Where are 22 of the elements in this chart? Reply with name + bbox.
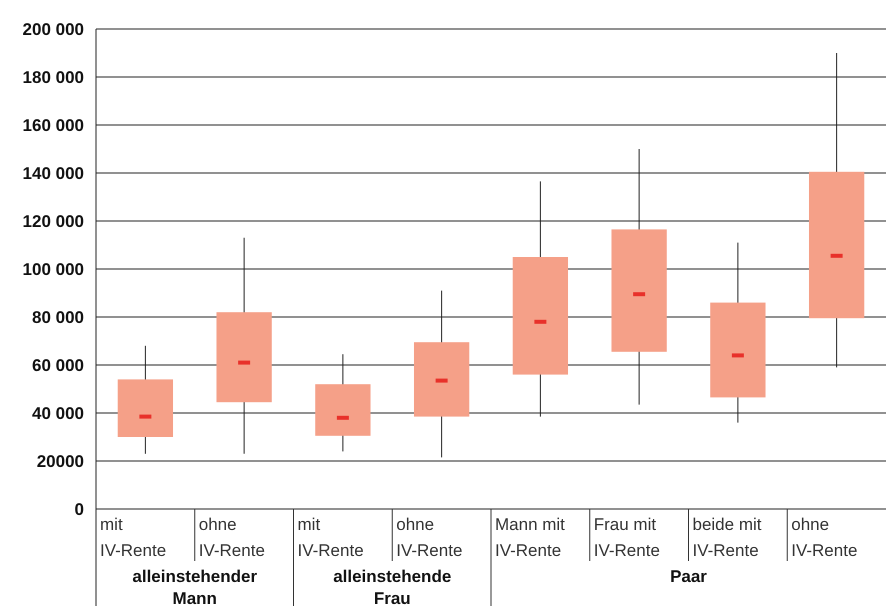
y-tick-label: 80 000 (32, 308, 84, 327)
y-tick-label: 160 000 (22, 116, 84, 135)
x-tick-label: ohne IV-Rente (198, 515, 265, 560)
text: alleinstehender Mann (132, 567, 258, 606)
x-tick-label: ohne IV-Rente (396, 515, 462, 560)
y-tick-label: 120 000 (22, 212, 84, 231)
x-tick-label: mit IV-Rente (100, 515, 166, 560)
x-tick-label: beide mit IV-Rente (692, 515, 762, 560)
y-tick-label: 40 000 (32, 404, 84, 423)
y-tick-label: 140 000 (22, 164, 84, 183)
y-tick-label: 200 000 (22, 20, 84, 39)
x-tick-label: mit IV-Rente (298, 515, 364, 560)
y-tick-label: 180 000 (22, 68, 84, 87)
x-tick-label: ohne IV-Rente (791, 515, 858, 560)
x-tick-label: Mann mit IV-Rente (495, 515, 566, 560)
text: alleinstehende Frau (333, 567, 452, 606)
x-tick-label: Frau mit IV-Rente (594, 515, 660, 560)
y-tick-label: 20000 (36, 452, 84, 471)
text: Paar (670, 567, 708, 586)
y-tick-label: 60 000 (32, 356, 84, 375)
y-tick-label: 100 000 (22, 260, 84, 279)
y-tick-label: 0 (74, 500, 84, 519)
